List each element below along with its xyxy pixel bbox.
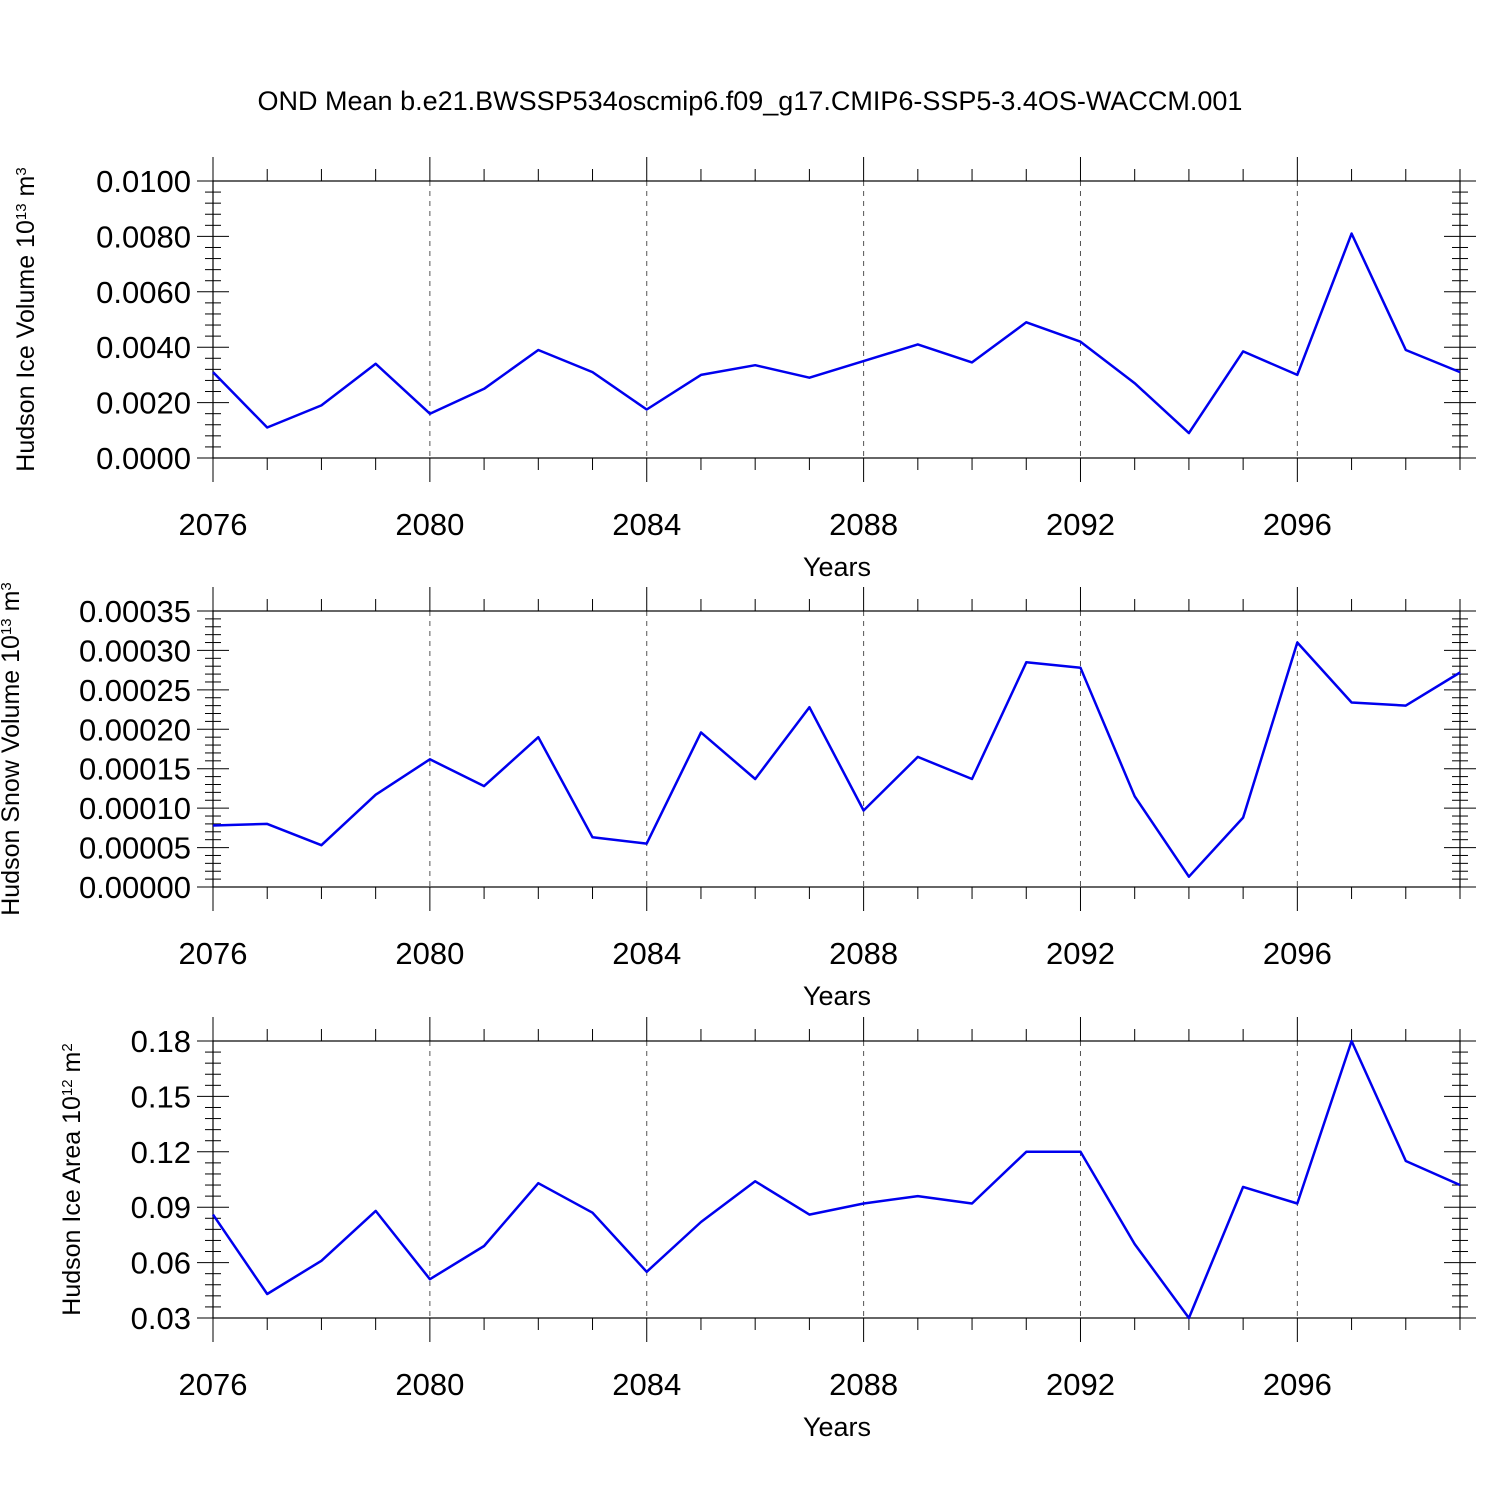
y-tick-label: 0.0040: [96, 330, 191, 365]
panel-3: 0.03 0.06 0.09 0.12 0.15 0.18 2076 2080 2084 2088…: [58, 1017, 1476, 1442]
y-tick-label: 0.00010: [79, 791, 191, 826]
y-tick-label: 0.15: [131, 1079, 191, 1114]
y-tick-label: 0.03: [131, 1301, 191, 1336]
panel-1: 0.0000 0.0020 0.0040 0.0060 0.0080 0.0100 2076…: [12, 157, 1476, 582]
y-tick-label: 0.00030: [79, 633, 191, 668]
y-tick-label: 0.00035: [79, 594, 191, 629]
y-tick-label: 0.09: [131, 1190, 191, 1225]
y-tick-label: 0.0000: [96, 441, 191, 476]
y-tick-label: 0.06: [131, 1246, 191, 1281]
x-tick-label: 2076: [179, 507, 248, 542]
y-tick-label: 0.0060: [96, 275, 191, 310]
series-line: [211, 1039, 1461, 1320]
y-tick-label: 0.00015: [79, 752, 191, 787]
series-line: [212, 232, 1461, 435]
x-axis-label: Years: [803, 552, 871, 582]
plot-frame: [212, 1040, 1461, 1319]
x-tick-label: 2076: [179, 1367, 248, 1402]
y-tick-label: 0.00025: [79, 673, 191, 708]
x-tick-label: 2096: [1263, 1367, 1332, 1402]
x-axis-label: Years: [803, 1412, 871, 1442]
x-tick-label: 2092: [1046, 1367, 1115, 1402]
y-axis-label: Hudson Ice Volume 1013 m3: [12, 167, 40, 471]
x-tick-label: 2084: [612, 936, 681, 971]
x-tick-label: 2092: [1046, 936, 1115, 971]
plot-frame: [212, 610, 1461, 888]
y-tick-label: 0.00005: [79, 831, 191, 866]
x-tick-label: 2088: [829, 936, 898, 971]
plot-frame: [212, 180, 1461, 459]
figure-title: OND Mean b.e21.BWSSP534oscmip6.f09_g17.C…: [258, 86, 1243, 116]
x-tick-label: 2088: [829, 1367, 898, 1402]
x-tick-label: 2080: [395, 936, 464, 971]
x-tick-label: 2080: [395, 507, 464, 542]
x-tick-label: 2076: [179, 936, 248, 971]
x-axis-label: Years: [803, 981, 871, 1011]
y-tick-label: 0.12: [131, 1135, 191, 1170]
x-tick-label: 2084: [612, 507, 681, 542]
x-tick-label: 2096: [1263, 507, 1332, 542]
y-tick-label: 0.00000: [79, 870, 191, 905]
y-tick-label: 0.0080: [96, 219, 191, 254]
x-tick-label: 2080: [395, 1367, 464, 1402]
y-tick-label: 0.0100: [96, 164, 191, 199]
y-tick-label: 0.18: [131, 1024, 191, 1059]
x-tick-label: 2092: [1046, 507, 1115, 542]
x-tick-label: 2084: [612, 1367, 681, 1402]
x-tick-label: 2088: [829, 507, 898, 542]
panels: 0.0000 0.0020 0.0040 0.0060 0.0080 0.0100 2076…: [0, 157, 1476, 1442]
panel-2: 0.00000 0.00005 0.00010 0.00015 0.00020 0.000…: [0, 582, 1476, 1011]
y-tick-label: 0.0020: [96, 386, 191, 421]
series-line: [212, 641, 1461, 878]
y-tick-label: 0.00020: [79, 712, 191, 747]
y-axis-label: Hudson Ice Area 1012 m2: [58, 1043, 86, 1315]
x-tick-label: 2096: [1263, 936, 1332, 971]
y-axis-label: Hudson Snow Volume 1013 m3: [0, 582, 25, 916]
